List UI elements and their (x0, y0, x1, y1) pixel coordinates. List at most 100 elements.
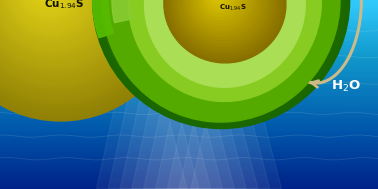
Circle shape (0, 0, 161, 101)
Circle shape (0, 0, 168, 107)
Text: H$_2$O: H$_2$O (331, 79, 361, 94)
Circle shape (146, 0, 286, 65)
Ellipse shape (175, 0, 272, 50)
Circle shape (173, 0, 254, 33)
Circle shape (143, 0, 290, 69)
Ellipse shape (167, 0, 282, 60)
Circle shape (180, 0, 246, 25)
Circle shape (0, 0, 181, 121)
Polygon shape (179, 0, 270, 189)
Circle shape (29, 0, 66, 5)
Circle shape (166, 0, 262, 41)
Circle shape (193, 0, 230, 9)
Polygon shape (112, 0, 261, 23)
Circle shape (139, 0, 294, 73)
Ellipse shape (193, 0, 248, 26)
Polygon shape (167, 0, 258, 189)
Circle shape (6, 0, 96, 36)
Circle shape (3, 0, 100, 39)
Circle shape (0, 0, 134, 73)
Circle shape (27, 0, 69, 9)
Circle shape (8, 0, 93, 33)
Text: Cu$_{1.94}$S: Cu$_{1.94}$S (218, 2, 246, 13)
Ellipse shape (172, 0, 276, 53)
Ellipse shape (102, 0, 340, 122)
Ellipse shape (198, 0, 242, 20)
Circle shape (11, 0, 90, 29)
Ellipse shape (212, 0, 224, 3)
Circle shape (136, 0, 298, 77)
Circle shape (0, 0, 120, 60)
Circle shape (126, 0, 310, 89)
Circle shape (0, 0, 141, 80)
Polygon shape (93, 0, 279, 38)
Circle shape (93, 0, 350, 129)
Polygon shape (191, 0, 282, 189)
Circle shape (14, 0, 86, 26)
Ellipse shape (129, 0, 321, 101)
Circle shape (183, 0, 242, 21)
Polygon shape (108, 0, 199, 189)
Ellipse shape (180, 0, 265, 43)
Circle shape (32, 0, 62, 2)
Circle shape (0, 0, 124, 63)
Circle shape (19, 0, 79, 19)
Ellipse shape (169, 0, 279, 56)
Ellipse shape (177, 0, 269, 46)
Circle shape (16, 0, 83, 22)
Circle shape (160, 0, 270, 49)
Ellipse shape (209, 0, 228, 6)
Circle shape (170, 0, 258, 37)
Polygon shape (96, 0, 187, 189)
Ellipse shape (201, 0, 238, 16)
Circle shape (103, 0, 338, 117)
Circle shape (22, 0, 76, 15)
Circle shape (0, 0, 171, 111)
Circle shape (0, 0, 137, 77)
Text: Mn$^{2+}$: Mn$^{2+}$ (142, 21, 172, 35)
Circle shape (197, 0, 226, 5)
Circle shape (113, 0, 326, 105)
Polygon shape (132, 0, 223, 189)
Circle shape (0, 0, 144, 84)
Circle shape (0, 0, 158, 97)
Circle shape (0, 0, 151, 90)
Ellipse shape (85, 0, 293, 72)
Circle shape (96, 0, 345, 125)
Ellipse shape (191, 0, 252, 29)
Ellipse shape (204, 0, 234, 13)
Circle shape (0, 0, 117, 56)
Circle shape (190, 0, 234, 13)
Circle shape (0, 0, 175, 114)
Circle shape (99, 0, 342, 121)
Circle shape (109, 0, 330, 108)
Circle shape (0, 0, 164, 104)
Circle shape (200, 0, 222, 1)
Circle shape (0, 0, 103, 43)
Polygon shape (120, 0, 211, 189)
Ellipse shape (188, 0, 255, 33)
Ellipse shape (185, 0, 259, 36)
Circle shape (0, 0, 107, 46)
Circle shape (0, 0, 110, 50)
Circle shape (0, 0, 127, 67)
Circle shape (24, 0, 73, 12)
Circle shape (133, 0, 302, 81)
Circle shape (0, 0, 147, 87)
Circle shape (176, 0, 250, 29)
Polygon shape (144, 0, 234, 189)
Circle shape (186, 0, 238, 17)
Circle shape (150, 0, 282, 61)
Polygon shape (155, 0, 246, 189)
Circle shape (129, 0, 306, 84)
Ellipse shape (144, 0, 305, 87)
Circle shape (163, 0, 266, 45)
Circle shape (153, 0, 278, 57)
Circle shape (106, 0, 334, 112)
Circle shape (0, 0, 113, 53)
Circle shape (0, 0, 130, 70)
Circle shape (116, 0, 322, 101)
Circle shape (0, 0, 178, 118)
Text: Cu$_{1.94}$S: Cu$_{1.94}$S (44, 0, 84, 11)
Circle shape (123, 0, 314, 93)
